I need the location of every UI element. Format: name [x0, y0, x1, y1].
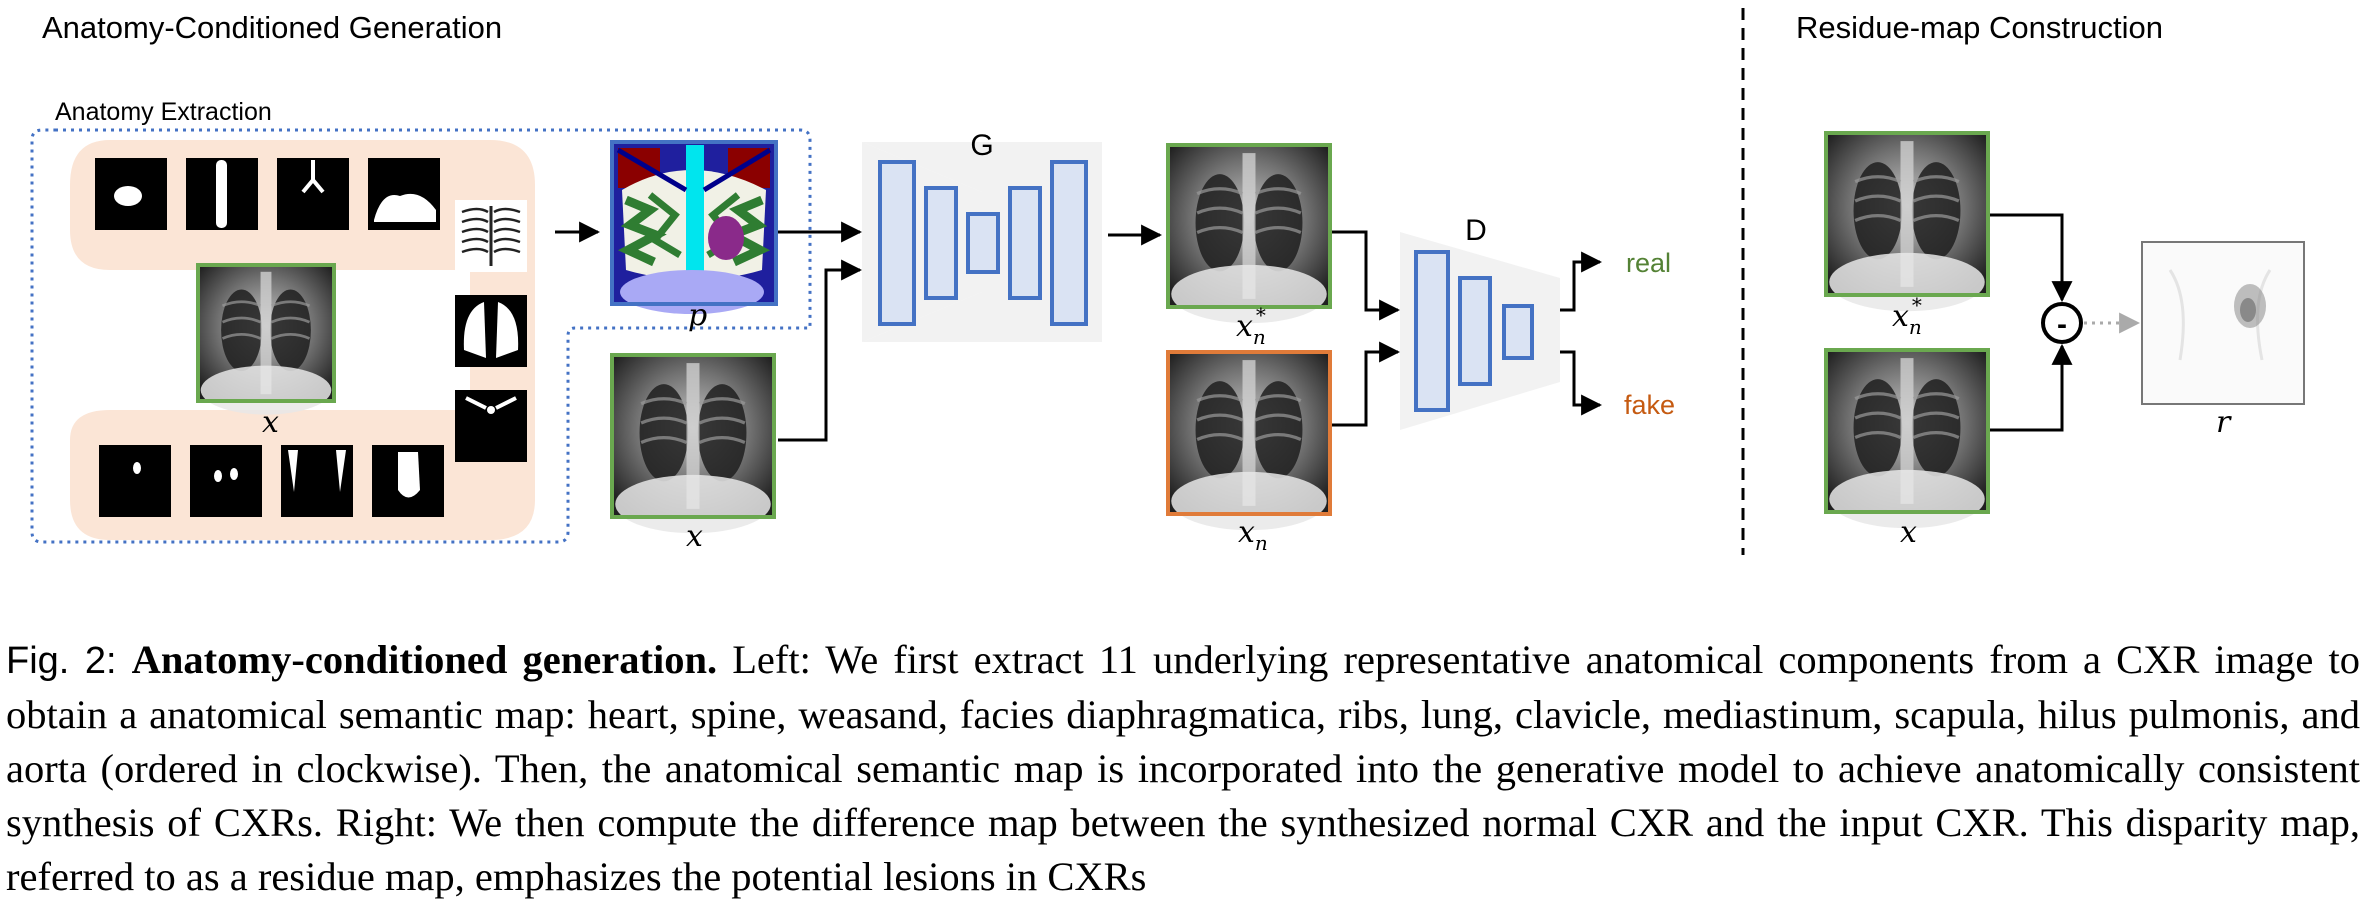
arrow-d-to-fake — [1560, 350, 1603, 416]
right-panel-title: Residue-map Construction — [1796, 10, 2163, 45]
residue-synth-xray — [1824, 131, 1990, 313]
subtract-symbol: - — [2057, 308, 2067, 341]
mask-aorta — [99, 445, 171, 517]
caption-body: Left: We first extract 11 underlying rep… — [6, 636, 2360, 899]
residue-input-label: x — [1900, 515, 1917, 550]
anatomy-input-xray — [196, 263, 336, 416]
mask-hilus-pulmonis — [190, 445, 262, 517]
mask-facies-diaphragmatica — [368, 158, 440, 230]
arrow-synth-to-d — [1332, 230, 1401, 321]
mask-heart — [95, 158, 167, 230]
synthesized-normal-xray — [1166, 143, 1332, 325]
anatomy-peach-band — [70, 140, 535, 540]
mask-spine — [186, 158, 258, 230]
arrow-x-to-g — [778, 259, 863, 442]
arrow-d-to-real — [1560, 251, 1603, 312]
anatomy-input-label: x — [262, 405, 279, 440]
arrow-normal-to-d — [1332, 341, 1401, 427]
figure-caption: Fig. 2: Anatomy-conditioned generation. … — [6, 633, 2360, 904]
synthesized-label: xn* — [1236, 303, 1266, 349]
residue-map-label: r — [2216, 405, 2232, 440]
residue-map-r — [2141, 241, 2305, 405]
mask-scapula — [281, 445, 353, 517]
mask-mediastinum — [372, 445, 444, 517]
mask-clavicle — [455, 390, 527, 462]
residue-input-xray — [1824, 348, 1990, 530]
architecture-diagram: Anatomy-Conditioned Generation Residue-m… — [30, 8, 2305, 555]
real-label: real — [1626, 248, 1671, 278]
arrow-input-to-minus — [1990, 343, 2073, 432]
discriminator-blocks — [1414, 250, 1534, 412]
mask-ribs — [455, 200, 527, 272]
mask-lung — [455, 295, 527, 367]
subtract-node — [2041, 302, 2083, 344]
anatomy-extraction-label: Anatomy Extraction — [55, 98, 272, 126]
real-normal-xray — [1166, 350, 1332, 532]
generator-input-label: x — [686, 519, 703, 554]
residue-synth-label: xn* — [1892, 293, 1922, 339]
caption-prefix: Fig. 2: — [6, 639, 117, 682]
mask-weasand — [277, 158, 349, 230]
generator-label: G — [970, 129, 993, 162]
discriminator-label: D — [1465, 214, 1487, 247]
generator-input-xray — [610, 353, 776, 535]
anatomy-dotted-border — [30, 128, 812, 544]
real-normal-label: xn — [1238, 515, 1268, 555]
left-panel-title: Anatomy-Conditioned Generation — [42, 10, 502, 45]
semantic-map-label: p — [688, 298, 707, 333]
generator-blocks — [878, 160, 1088, 326]
caption-bold-title: Anatomy-conditioned generation. — [131, 636, 718, 682]
arrow-synth-to-minus — [1990, 213, 2073, 303]
fake-label: fake — [1624, 390, 1675, 420]
semantic-map-p — [610, 140, 778, 314]
